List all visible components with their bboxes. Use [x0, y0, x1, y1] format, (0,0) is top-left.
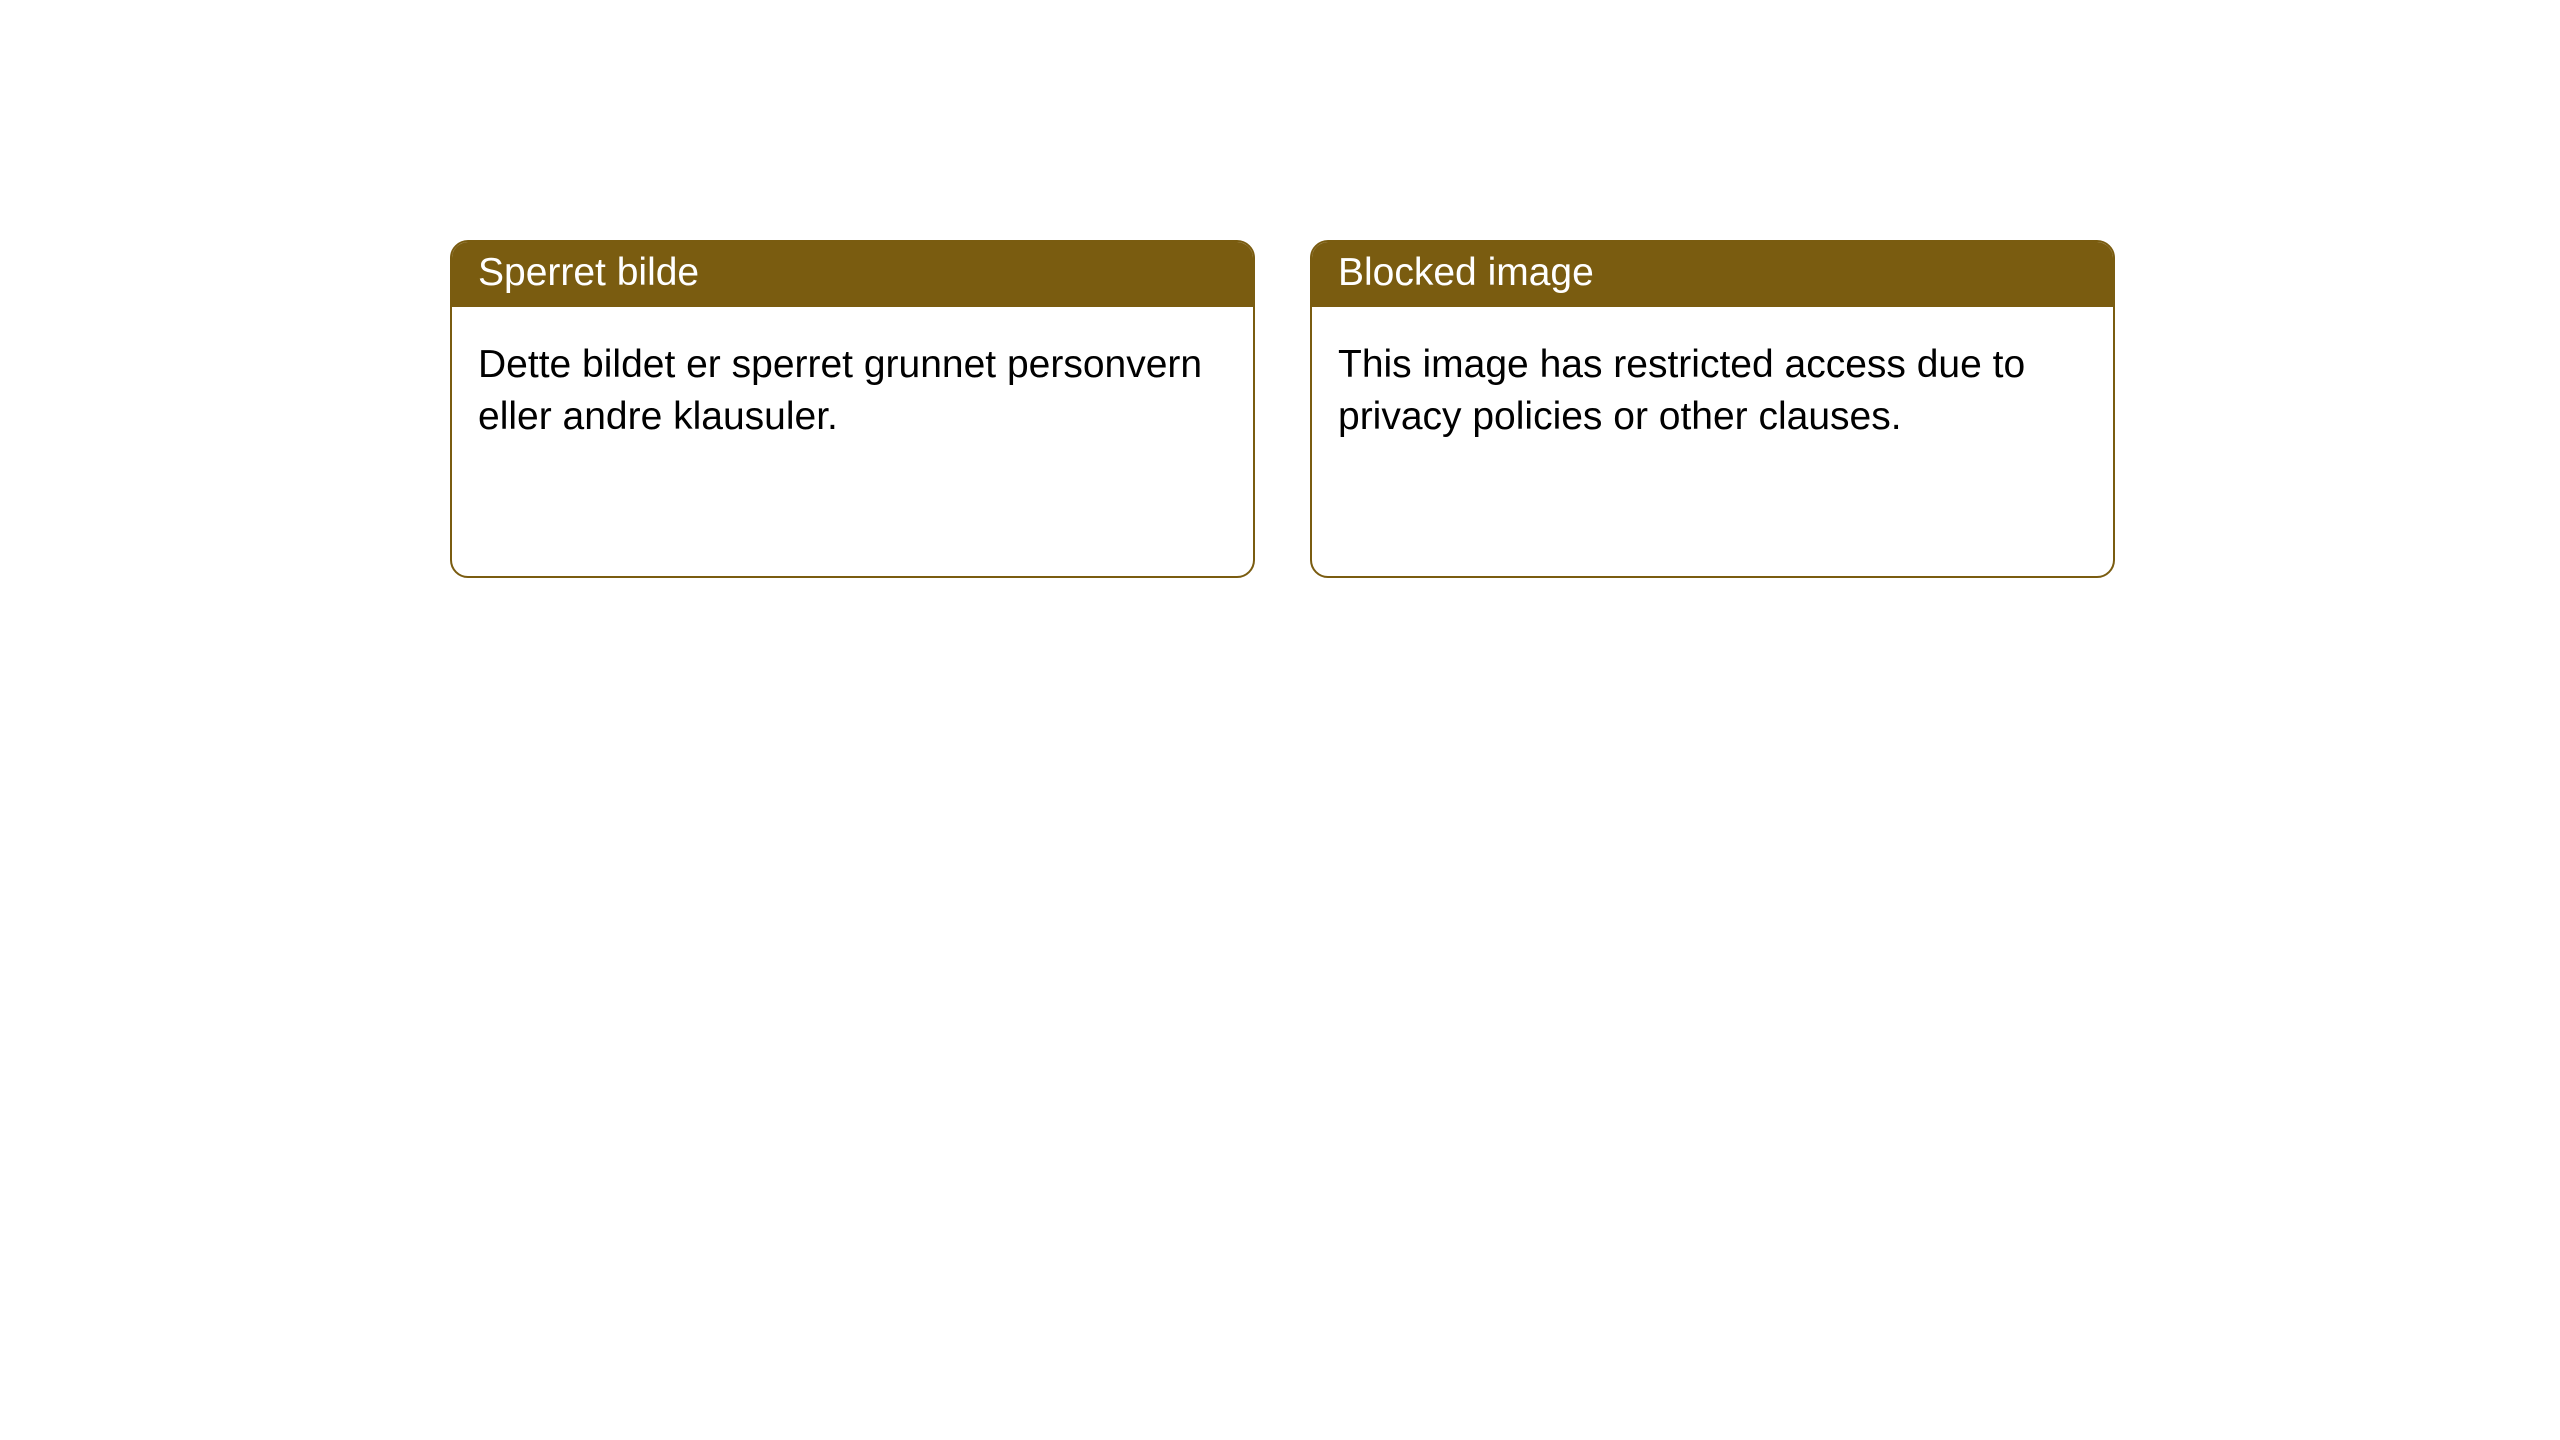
notice-body-english: This image has restricted access due to … [1312, 307, 2113, 476]
notice-container: Sperret bilde Dette bildet er sperret gr… [0, 0, 2560, 578]
notice-body-norwegian: Dette bildet er sperret grunnet personve… [452, 307, 1253, 476]
notice-title-english: Blocked image [1312, 242, 2113, 307]
notice-title-norwegian: Sperret bilde [452, 242, 1253, 307]
notice-box-english: Blocked image This image has restricted … [1310, 240, 2115, 578]
notice-box-norwegian: Sperret bilde Dette bildet er sperret gr… [450, 240, 1255, 578]
